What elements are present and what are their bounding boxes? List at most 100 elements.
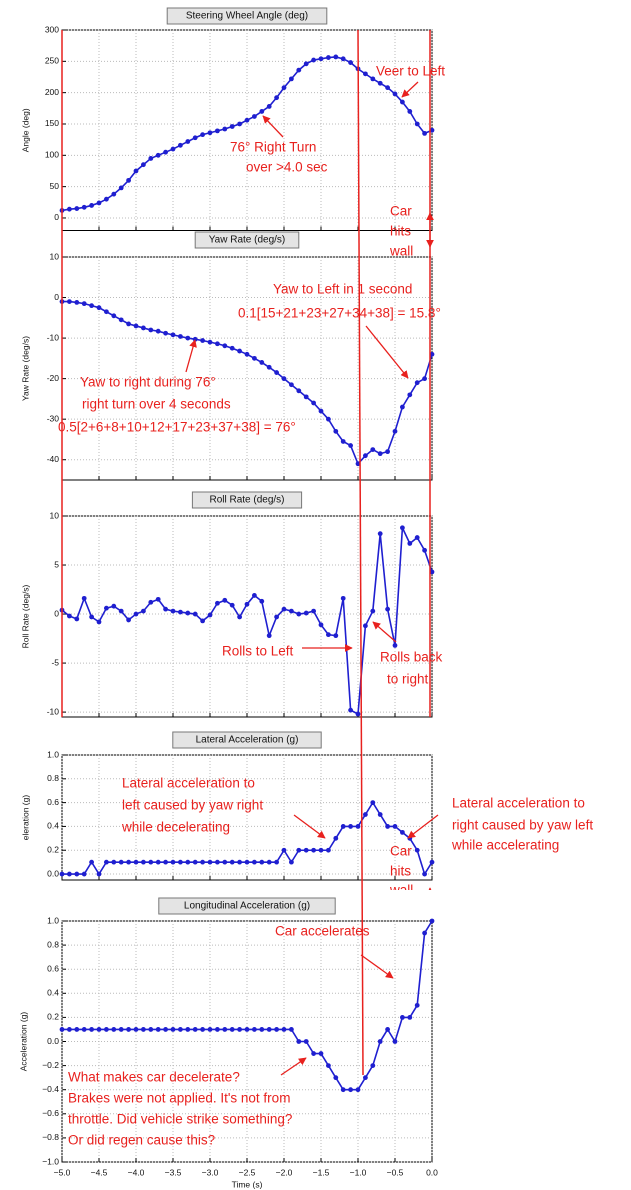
data-point xyxy=(274,370,279,375)
annotation: Yaw to Left in 1 second xyxy=(273,282,412,297)
data-point xyxy=(200,132,206,138)
data-point xyxy=(318,56,324,62)
data-point xyxy=(326,55,331,60)
y-tick-label: 0 xyxy=(54,212,59,222)
data-point xyxy=(126,617,131,623)
y-tick-label: 150 xyxy=(45,118,59,128)
data-point xyxy=(259,360,265,365)
y-tick-label: -10 xyxy=(47,706,60,716)
data-point xyxy=(252,1027,257,1032)
data-point xyxy=(385,1027,390,1032)
data-point xyxy=(155,596,161,602)
data-point xyxy=(355,824,361,829)
annotation: Lateral acceleration to xyxy=(122,776,255,791)
annotation: 0.1[15+21+23+27+34+38] = 15.8° xyxy=(238,306,441,321)
data-point xyxy=(311,400,316,406)
y-tick-label: 0.4 xyxy=(47,988,59,998)
x-tick-label: −3.5 xyxy=(165,1167,182,1177)
data-point xyxy=(118,1027,124,1032)
data-point xyxy=(281,376,287,382)
data-point xyxy=(348,443,353,448)
data-point xyxy=(229,602,235,608)
y-tick-label: 0.6 xyxy=(47,963,59,973)
data-point xyxy=(118,317,124,323)
data-point xyxy=(96,619,102,625)
annotation: hits xyxy=(390,864,411,879)
data-point xyxy=(237,859,243,865)
data-point xyxy=(89,303,94,309)
annotation: hits xyxy=(390,224,411,239)
data-point xyxy=(111,191,117,197)
annotation: right caused by yaw left xyxy=(452,818,593,833)
data-point xyxy=(355,1087,361,1093)
data-point xyxy=(170,332,176,338)
data-point xyxy=(178,859,183,865)
data-point xyxy=(392,643,398,648)
annotation: throttle. Did vehicle strike something? xyxy=(68,1112,292,1127)
data-point xyxy=(81,1027,87,1032)
data-point xyxy=(311,847,316,853)
data-point xyxy=(252,859,257,865)
data-point xyxy=(407,1015,413,1020)
data-point xyxy=(89,203,94,208)
data-point xyxy=(207,859,213,865)
data-point xyxy=(281,1027,287,1032)
data-point xyxy=(377,451,383,457)
data-point xyxy=(185,335,191,341)
data-point xyxy=(207,612,213,618)
annotation-arrow xyxy=(280,1057,307,1076)
y-tick-label: 0.0 xyxy=(47,1036,59,1046)
data-point xyxy=(237,348,243,354)
data-point xyxy=(215,128,220,134)
data-point xyxy=(192,611,198,617)
x-tick-label: −4.5 xyxy=(91,1167,108,1177)
data-point xyxy=(407,392,413,398)
data-point xyxy=(170,608,176,614)
data-point xyxy=(222,343,228,349)
annotation: Yaw to right during 76° xyxy=(80,375,216,390)
y-tick-label: -5 xyxy=(51,657,59,667)
data-point xyxy=(111,859,117,865)
x-axis-label: Time (s) xyxy=(232,1179,263,1189)
data-point xyxy=(429,127,435,133)
title-box xyxy=(191,491,303,509)
data-point xyxy=(81,204,87,210)
data-point xyxy=(363,453,368,459)
data-point xyxy=(370,76,376,82)
data-point xyxy=(355,711,361,717)
data-point xyxy=(59,871,65,877)
data-point xyxy=(67,206,72,212)
data-point xyxy=(333,835,339,841)
data-point xyxy=(126,321,131,327)
data-point xyxy=(266,859,272,865)
y-tick-label: 0.4 xyxy=(47,821,59,831)
data-point xyxy=(289,859,294,865)
data-point xyxy=(229,124,235,129)
data-point xyxy=(148,599,154,605)
data-point xyxy=(296,388,302,394)
data-point xyxy=(104,605,109,611)
data-point xyxy=(133,859,139,865)
data-point xyxy=(148,859,154,865)
data-point xyxy=(289,76,294,82)
data-point xyxy=(326,416,331,422)
x-tick-label: −5.0 xyxy=(54,1167,71,1177)
data-point xyxy=(185,1027,191,1032)
data-point xyxy=(407,109,413,114)
data-point xyxy=(118,859,124,865)
y-tick-label: −0.2 xyxy=(42,1060,59,1070)
data-point xyxy=(340,824,346,829)
data-point xyxy=(126,177,131,183)
data-point xyxy=(407,541,413,546)
data-point xyxy=(118,608,124,614)
data-point xyxy=(333,633,339,639)
annotation: 0.5[2+6+8+10+12+17+23+37+38] = 76° xyxy=(58,420,296,435)
data-point xyxy=(340,439,346,444)
y-tick-label: 0.2 xyxy=(47,1012,59,1022)
data-point xyxy=(215,341,220,347)
data-point xyxy=(281,606,287,612)
data-point xyxy=(392,428,398,434)
data-point xyxy=(303,61,309,67)
annotation: Veer to Left xyxy=(376,64,445,79)
data-point xyxy=(333,54,339,60)
